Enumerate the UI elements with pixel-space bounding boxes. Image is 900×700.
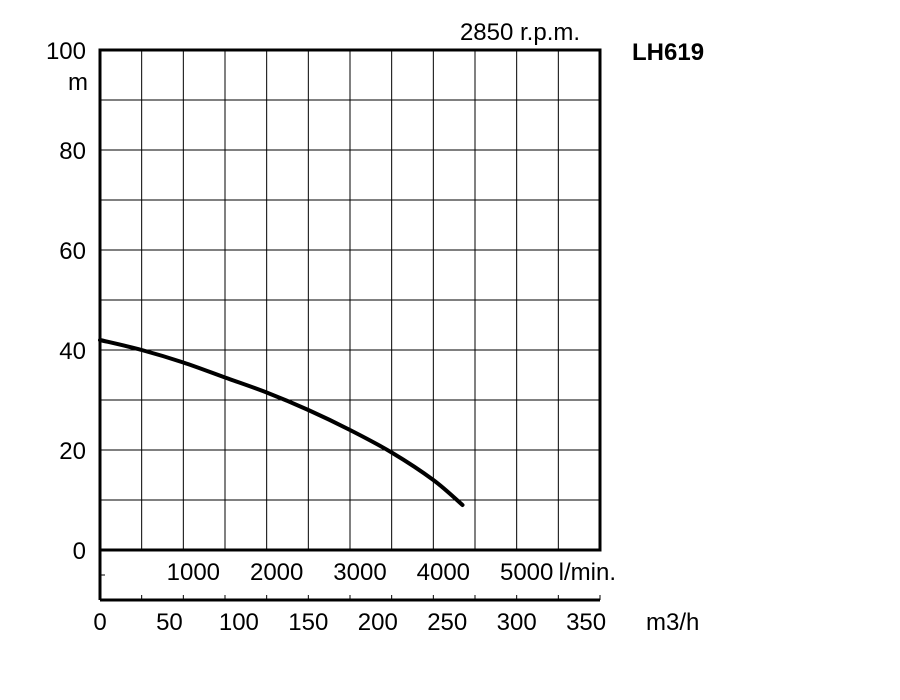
secondary-x-tick-label: 1000	[167, 559, 220, 586]
y-tick-label: 20	[59, 438, 86, 465]
secondary-x-axis-label: l/min.	[559, 559, 616, 586]
y-tick-label: 100	[46, 38, 86, 65]
secondary-x-tick-label: 4000	[417, 559, 470, 586]
y-tick-label: 0	[73, 538, 86, 565]
x-axis-label: m3/h	[646, 609, 699, 636]
subtitle: 2850 r.p.m.	[460, 19, 580, 46]
y-tick-label: 40	[59, 338, 86, 365]
x-tick-label: 50	[156, 609, 183, 636]
head-curve-series	[98, 338, 465, 507]
y-axis-label: m	[68, 69, 88, 96]
secondary-x-tick-label: 3000	[333, 559, 386, 586]
x-tick-label: 0	[93, 609, 106, 636]
x-tick-label: 100	[219, 609, 259, 636]
grid	[100, 50, 600, 550]
chart-title: LH619	[632, 39, 704, 66]
x-axis-ticks: 0 50 100 150 200 250 300 350	[93, 609, 606, 636]
secondary-x-tick-label: 2000	[250, 559, 303, 586]
plot-frame	[98, 48, 602, 602]
x-tick-label: 150	[288, 609, 328, 636]
x-tick-label: 350	[566, 609, 606, 636]
secondary-x-tick-label: 5000	[500, 559, 553, 586]
secondary-x-axis-ticks: 1000 2000 3000 4000 5000 l/min.	[167, 559, 616, 586]
x-tick-label: 250	[427, 609, 467, 636]
y-axis-ticks: 0 20 40 60 80 100	[46, 38, 86, 565]
plot-border	[98, 48, 602, 552]
x-tick-label: 300	[497, 609, 537, 636]
curve-layer	[98, 338, 465, 507]
y-tick-label: 80	[59, 138, 86, 165]
x-tick-label: 200	[358, 609, 398, 636]
y-tick-label: 60	[59, 238, 86, 265]
